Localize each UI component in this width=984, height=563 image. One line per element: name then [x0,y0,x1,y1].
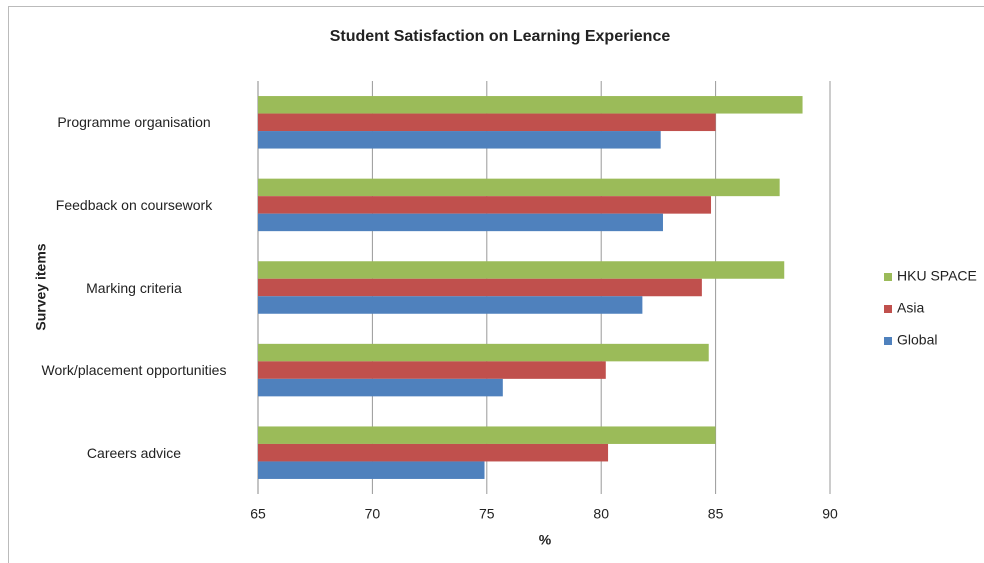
y-tick-label: Careers advice [86,444,182,461]
bar [258,113,716,132]
x-tick-label: 90 [822,506,838,522]
legend-label: HKU SPACE [897,268,977,284]
bar [258,296,643,314]
x-axis-label: % [539,532,552,548]
bar [258,461,485,479]
y-tick-label: Programme organisation [57,114,211,131]
bar [258,343,709,362]
bar [258,213,663,232]
x-tick-label: 80 [593,506,609,522]
bar [258,278,702,297]
legend-swatch [884,305,892,313]
y-tick-label: Marking criteria [86,279,182,296]
bar [258,96,803,114]
x-tick-label: 70 [365,506,381,522]
legend-swatch [884,273,892,281]
x-tick-label: 85 [708,506,724,522]
bar [258,131,661,149]
bar [258,196,712,214]
chart-border [8,6,984,563]
legend-label: Global [897,332,937,348]
y-tick-label: Work/placement opportunities [41,362,227,379]
x-tick-label: 75 [479,506,495,522]
legend-swatch [884,337,892,345]
y-axis-label: Survey items [33,243,49,330]
y-tick-label: Feedback on coursework [55,196,213,213]
x-tick-label: 65 [250,506,266,522]
bar [258,361,606,379]
chart-title: Student Satisfaction on Learning Experie… [330,28,671,45]
bar [258,261,785,279]
bar [258,378,503,397]
bar [258,178,780,197]
bar [258,443,609,462]
legend-label: Asia [897,300,924,316]
bar [258,426,716,444]
